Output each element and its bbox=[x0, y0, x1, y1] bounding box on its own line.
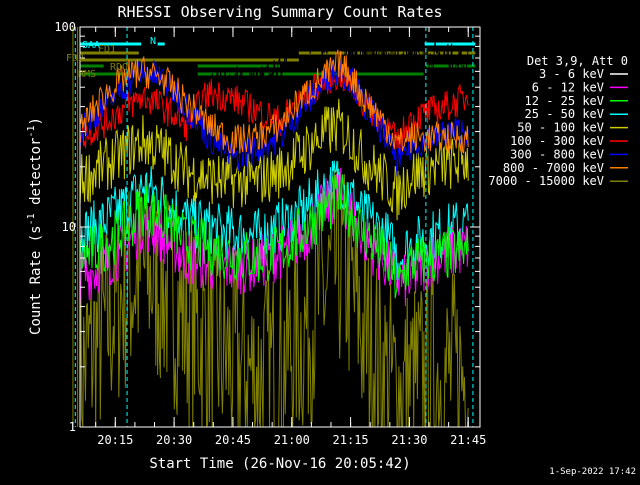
y-tick-label-0: 1 bbox=[69, 420, 76, 434]
y-axis-label-close: ) bbox=[28, 117, 44, 125]
x-tick-label-2: 20:45 bbox=[215, 433, 251, 447]
y-axis-label-tail: detector bbox=[28, 138, 44, 214]
reference-lines bbox=[72, 27, 474, 427]
legend-label-2: 12 - 25 keV bbox=[525, 94, 604, 108]
flag-label-1: N bbox=[150, 36, 156, 47]
flag-labels: SAA N FD1 FD2 RDO RMS bbox=[66, 36, 156, 80]
y-axis-label-exponent-2: -1 bbox=[26, 125, 37, 137]
legend-label-6: 300 - 800 keV bbox=[510, 147, 604, 161]
x-tick-label-4: 21:15 bbox=[333, 433, 369, 447]
flag-label-4: RDO bbox=[110, 62, 128, 73]
legend-label-7: 800 - 7000 keV bbox=[503, 161, 604, 175]
y-axis-label-exponent: -1 bbox=[26, 213, 37, 225]
flag-label-0: SAA bbox=[82, 40, 100, 51]
flag-label-3: FD2 bbox=[66, 53, 84, 64]
series-line-4 bbox=[79, 98, 469, 221]
series-line-7 bbox=[79, 49, 469, 155]
flag-label-5: RMS bbox=[78, 69, 96, 80]
flag-label-2: FD1 bbox=[98, 44, 116, 55]
legend-label-4: 50 - 100 keV bbox=[517, 121, 604, 135]
legend-label-5: 100 - 300 keV bbox=[510, 134, 604, 148]
legend-label-1: 6 - 12 keV bbox=[532, 80, 604, 94]
x-tick-label-3: 21:00 bbox=[274, 433, 310, 447]
y-axis-label-main: Count Rate (s bbox=[28, 225, 44, 335]
y-axis-label: Count Rate (s-1 detector-1) bbox=[26, 117, 44, 335]
x-tick-label-1: 20:30 bbox=[156, 433, 192, 447]
legend-label-8: 7000 - 15000 keV bbox=[488, 174, 604, 188]
series-line-0 bbox=[79, 26, 469, 133]
chart-title: RHESSI Observing Summary Count Rates bbox=[117, 3, 442, 21]
y-tick-label-1: 10 bbox=[62, 220, 76, 234]
legend-label-3: 25 - 50 keV bbox=[525, 107, 604, 121]
y-axis-ticks: 1 10 100 bbox=[54, 20, 480, 434]
legend-label-0: 3 - 6 keV bbox=[539, 67, 604, 81]
series-line-5 bbox=[79, 61, 469, 154]
x-axis-label: Start Time (26-Nov-16 20:05:42) bbox=[149, 456, 410, 472]
series-layer bbox=[79, 26, 469, 428]
x-tick-label-0: 20:15 bbox=[97, 433, 133, 447]
y-tick-label-2: 100 bbox=[54, 20, 76, 34]
x-tick-label-5: 21:30 bbox=[391, 433, 427, 447]
series-line-2 bbox=[79, 172, 469, 299]
x-axis-ticks: 20:15 20:30 20:45 21:00 21:15 21:30 21:45 bbox=[95, 27, 486, 447]
legend-title: Det 3,9, Att 0 bbox=[527, 54, 628, 68]
x-tick-label-6: 21:45 bbox=[450, 433, 486, 447]
footer-date: 1-Sep-2022 17:42 bbox=[549, 467, 636, 477]
